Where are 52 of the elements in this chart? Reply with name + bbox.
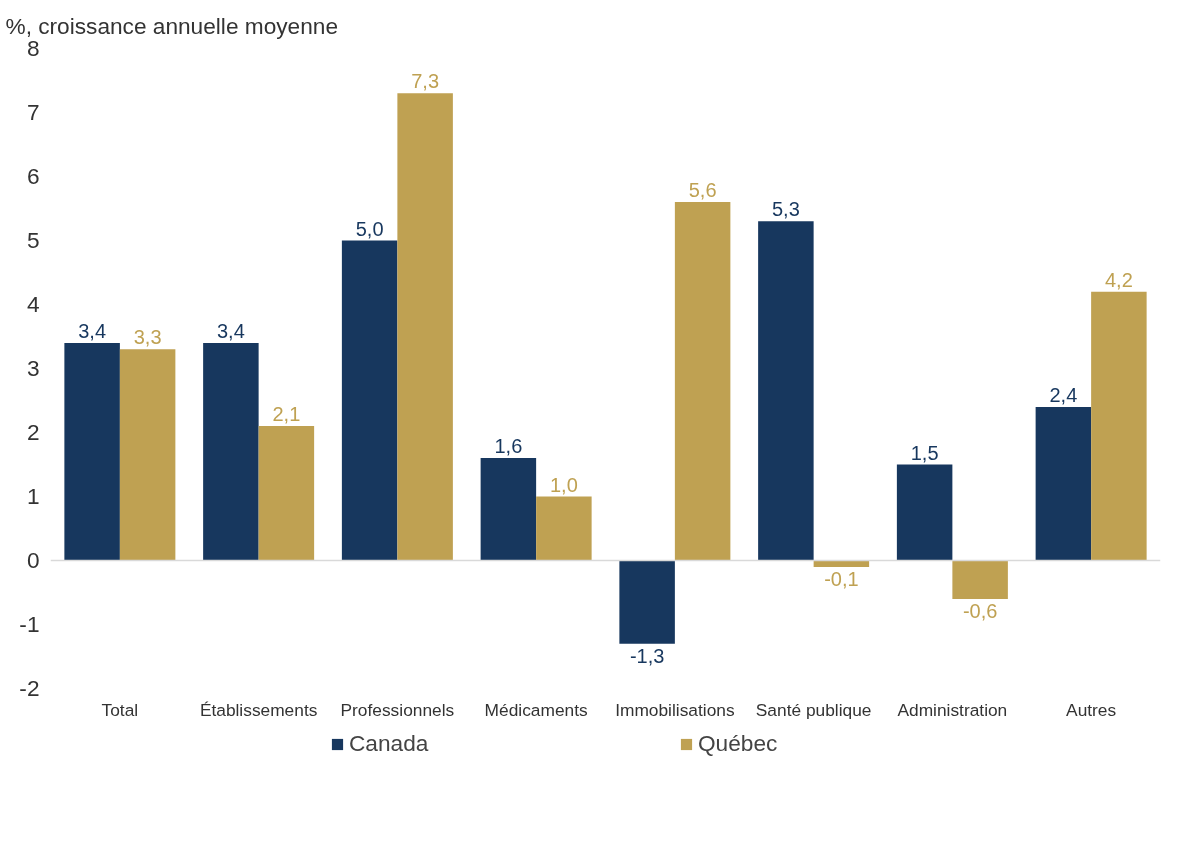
data-label: 1,5 xyxy=(910,441,939,464)
x-tick-label: Total xyxy=(101,699,139,720)
data-label: 5,0 xyxy=(355,217,384,240)
bar xyxy=(896,464,953,561)
bar xyxy=(258,426,315,561)
y-tick-label: -1 xyxy=(19,611,40,637)
legend-label: Québec xyxy=(698,730,779,757)
x-tick-label: Administration xyxy=(897,699,1008,720)
legend-label: Canada xyxy=(349,730,430,757)
data-label: 1,6 xyxy=(494,435,523,458)
x-tick-label: Professionnels xyxy=(340,699,455,720)
bar xyxy=(64,342,120,561)
y-tick-label: 0 xyxy=(26,547,40,573)
bar xyxy=(536,496,592,561)
x-tick-label: Immobilisations xyxy=(615,699,735,720)
x-tick-label: Établissements xyxy=(199,699,318,720)
bar xyxy=(341,240,398,561)
data-label: -1,3 xyxy=(629,644,665,667)
data-label: 3,3 xyxy=(133,326,162,349)
data-label: 5,3 xyxy=(771,198,800,221)
bar xyxy=(203,342,259,561)
bar xyxy=(619,560,675,644)
bar xyxy=(1091,291,1147,561)
data-label: 1,0 xyxy=(549,473,578,496)
data-label: -0,6 xyxy=(962,599,998,622)
y-tick-label: 3 xyxy=(26,355,40,381)
data-label: 2,1 xyxy=(272,403,301,426)
x-tick-label: Médicaments xyxy=(484,699,588,720)
y-tick-label: 7 xyxy=(26,99,40,125)
data-label: -0,1 xyxy=(824,567,859,590)
y-tick-label: 2 xyxy=(26,419,40,445)
y-tick-label: 1 xyxy=(26,483,40,509)
y-tick-label: 4 xyxy=(26,291,40,317)
x-tick-label: Autres xyxy=(1066,699,1117,720)
bar xyxy=(952,560,1008,599)
bar xyxy=(480,458,537,561)
data-label: 3,4 xyxy=(216,319,245,342)
y-tick-label: 5 xyxy=(26,227,40,253)
bar xyxy=(1035,406,1092,561)
data-label: 2,4 xyxy=(1049,383,1078,406)
y-axis-title: %, croissance annuelle moyenne xyxy=(5,12,338,39)
x-tick-label: Santé publique xyxy=(755,699,872,720)
bar xyxy=(674,202,731,561)
data-label: 5,6 xyxy=(688,179,717,202)
y-tick-label: -2 xyxy=(19,675,40,701)
bar xyxy=(119,349,176,561)
data-label: 4,2 xyxy=(1104,268,1133,291)
data-label: 3,4 xyxy=(78,319,107,342)
bar xyxy=(758,221,814,561)
data-label: 7,3 xyxy=(411,70,440,93)
y-tick-label: 6 xyxy=(26,163,40,189)
bar xyxy=(397,93,453,561)
